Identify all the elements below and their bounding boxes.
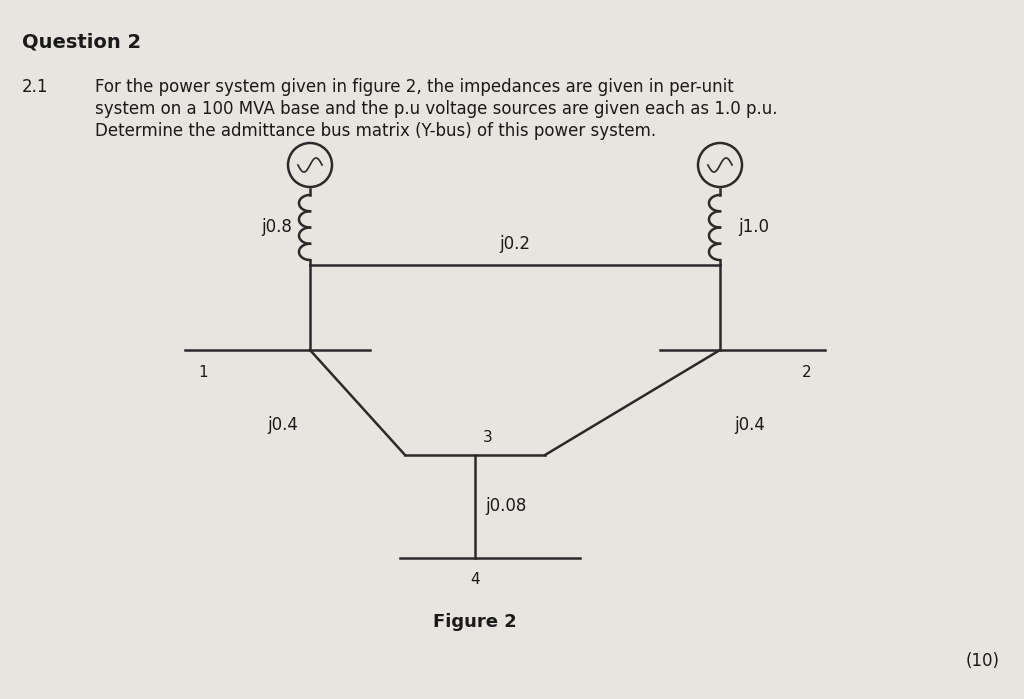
Text: j0.4: j0.4	[267, 416, 298, 434]
Text: For the power system given in figure 2, the impedances are given in per-unit: For the power system given in figure 2, …	[95, 78, 734, 96]
Text: Figure 2: Figure 2	[433, 613, 517, 631]
Text: 2: 2	[802, 365, 812, 380]
Text: Question 2: Question 2	[22, 32, 141, 51]
Text: Determine the admittance bus matrix (Y-bus) of this power system.: Determine the admittance bus matrix (Y-b…	[95, 122, 656, 140]
Text: j1.0: j1.0	[738, 218, 769, 236]
Text: j0.08: j0.08	[485, 497, 526, 515]
Text: (10): (10)	[966, 652, 1000, 670]
Text: j0.2: j0.2	[500, 235, 530, 253]
Text: 2.1: 2.1	[22, 78, 48, 96]
Text: 3: 3	[483, 430, 493, 445]
Text: 4: 4	[470, 572, 480, 587]
Text: j0.4: j0.4	[734, 416, 765, 434]
Text: system on a 100 MVA base and the p.u voltage sources are given each as 1.0 p.u.: system on a 100 MVA base and the p.u vol…	[95, 100, 777, 118]
Text: 1: 1	[199, 365, 208, 380]
Text: j0.8: j0.8	[261, 218, 292, 236]
